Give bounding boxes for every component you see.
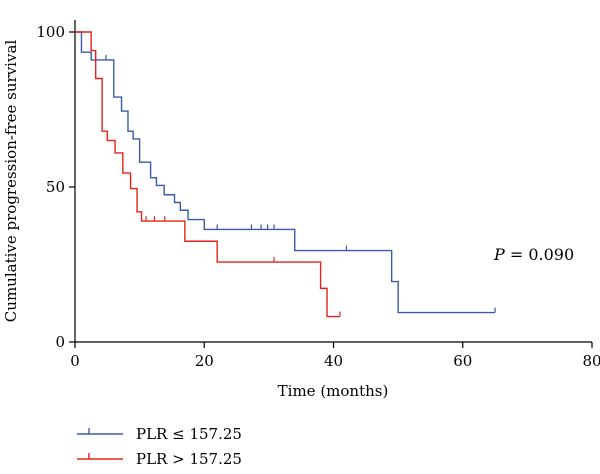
legend-label-1: PLR ≤ 157.25 — [136, 425, 242, 443]
p-value-symbol: P — [493, 245, 505, 264]
x-tick-label-80: 80 — [582, 352, 600, 370]
axes — [74, 20, 592, 343]
x-tick-label-40: 40 — [324, 352, 343, 370]
legend-item-1: PLR ≤ 157.25 — [77, 425, 242, 443]
p-value-text: = 0.090 — [505, 245, 574, 264]
y-axis-label: Cumulative progression-free survival — [2, 40, 20, 323]
y-tick-label-50: 50 — [46, 178, 65, 196]
series-2-step-line — [75, 31, 340, 318]
legend: PLR ≤ 157.25 PLR > 157.25 — [77, 425, 242, 468]
series-2 — [75, 31, 341, 318]
legend-item-2: PLR > 157.25 — [77, 450, 242, 468]
series-1-step-line — [75, 31, 496, 314]
x-tick-label-60: 60 — [453, 352, 472, 370]
series-1 — [75, 31, 496, 314]
x-tick-label-0: 0 — [70, 352, 80, 370]
x-tick-label-20: 20 — [195, 352, 214, 370]
y-tick-label-100: 100 — [36, 23, 65, 41]
p-value-annotation: P = 0.090 — [493, 245, 574, 264]
x-axis-label: Time (months) — [278, 382, 389, 400]
legend-label-2: PLR > 157.25 — [136, 450, 242, 468]
axis-ticks: 0 20 40 60 80 0 50 100 — [36, 23, 600, 370]
y-tick-label-0: 0 — [55, 333, 65, 351]
series-layer — [75, 31, 496, 318]
